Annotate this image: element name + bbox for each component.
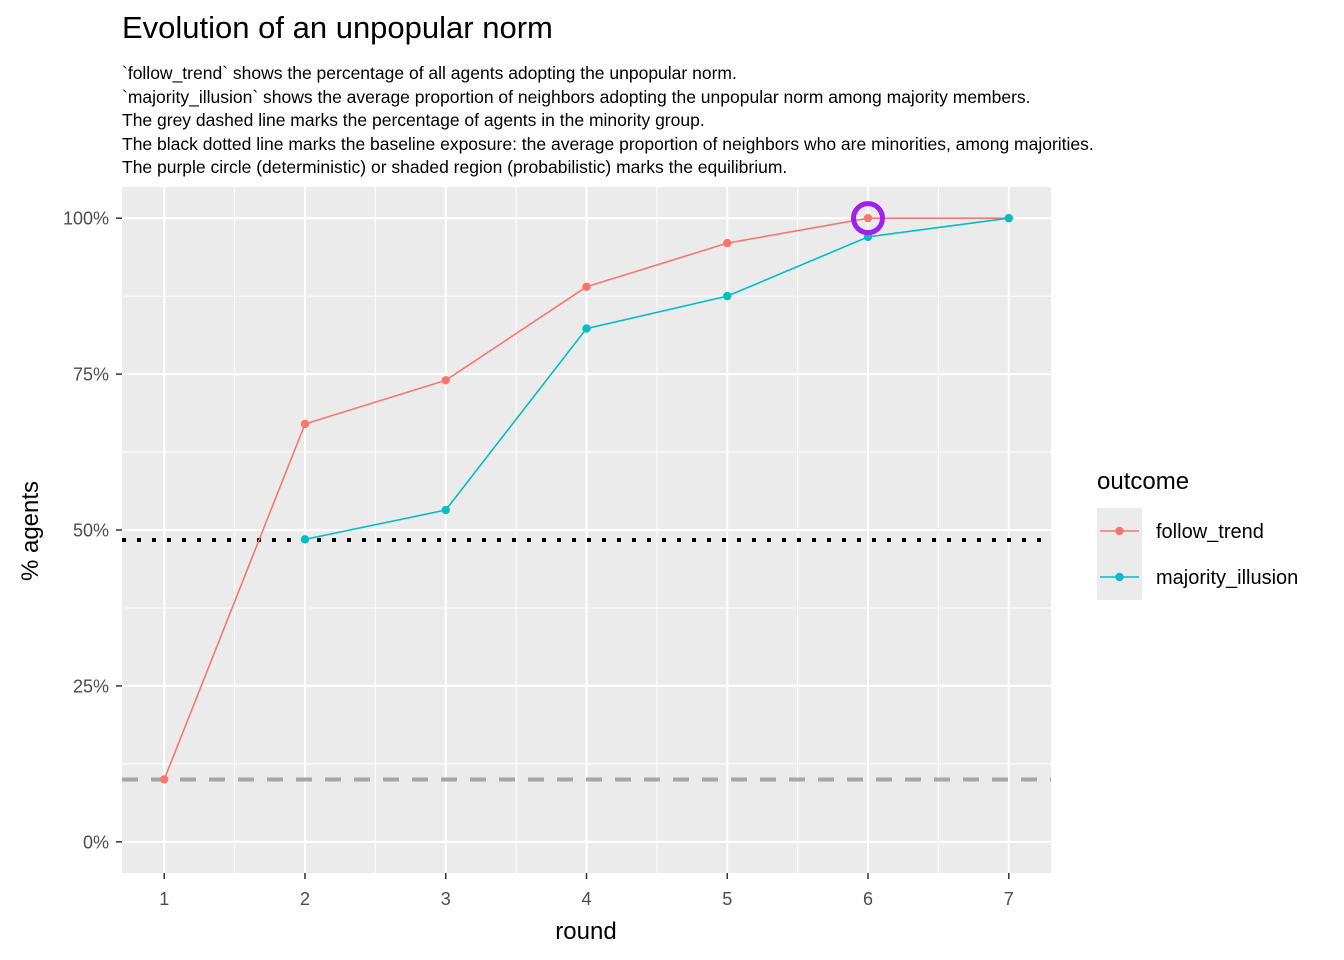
reference-lines bbox=[122, 537, 1051, 782]
legend-label-follow_trend: follow_trend bbox=[1156, 521, 1264, 543]
data-point-follow_trend bbox=[160, 775, 169, 784]
chart-title: Evolution of an unpopular norm bbox=[122, 10, 553, 45]
equilibrium-circle bbox=[851, 201, 886, 236]
data-point-follow_trend bbox=[300, 419, 310, 429]
y-tick-label: 100% bbox=[63, 209, 109, 229]
data-point-majority_illusion bbox=[723, 291, 732, 301]
data-point-majority_illusion bbox=[441, 505, 450, 515]
legend-key-point bbox=[1115, 526, 1124, 536]
subtitle-line: `follow_trend` shows the percentage of a… bbox=[122, 63, 737, 83]
data-point-majority_illusion bbox=[300, 535, 310, 544]
x-tick-label: 4 bbox=[581, 889, 591, 909]
series-line-majority_illusion bbox=[304, 217, 1009, 541]
axis-ticks: 1 2 3 4 5 6 7 0% 25% 50% 75% 100% bbox=[63, 209, 1014, 909]
y-axis-title: % agents bbox=[17, 481, 44, 581]
data-point-majority_illusion bbox=[1004, 213, 1013, 223]
subtitle-line: The purple circle (deterministic) or sha… bbox=[122, 157, 788, 177]
y-tick-label: 50% bbox=[73, 521, 109, 541]
equilibrium-marker bbox=[851, 201, 886, 236]
legend-title: outcome bbox=[1097, 468, 1189, 495]
legend: outcome follow_trend majority_illusion bbox=[1097, 468, 1298, 600]
grid-lines bbox=[122, 187, 1051, 873]
chart-subtitle: `follow_trend` shows the percentage of a… bbox=[122, 62, 1094, 180]
subtitle-line: `majority_illusion` shows the average pr… bbox=[122, 86, 1031, 107]
x-axis-title: round bbox=[555, 918, 616, 945]
series-lines bbox=[160, 213, 1013, 784]
data-point-majority_illusion bbox=[582, 324, 591, 333]
data-point-follow_trend bbox=[723, 238, 732, 248]
x-tick-label: 6 bbox=[863, 889, 873, 909]
y-tick-label: 0% bbox=[83, 832, 109, 852]
data-point-follow_trend bbox=[441, 376, 450, 385]
legend-label-majority_illusion: majority_illusion bbox=[1156, 567, 1298, 589]
x-tick-label: 5 bbox=[722, 889, 732, 909]
data-point-follow_trend bbox=[863, 213, 873, 223]
y-tick-label: 25% bbox=[73, 676, 109, 696]
legend-key-point bbox=[1115, 572, 1124, 582]
y-tick-label: 75% bbox=[73, 365, 109, 385]
data-point-follow_trend bbox=[582, 282, 591, 291]
x-tick-label: 7 bbox=[1004, 889, 1014, 909]
x-tick-label: 2 bbox=[300, 889, 310, 909]
x-tick-label: 1 bbox=[159, 889, 169, 909]
subtitle-line: The grey dashed line marks the percentag… bbox=[122, 110, 705, 130]
x-tick-label: 3 bbox=[441, 889, 451, 909]
subtitle-line: The black dotted line marks the baseline… bbox=[122, 133, 1094, 154]
